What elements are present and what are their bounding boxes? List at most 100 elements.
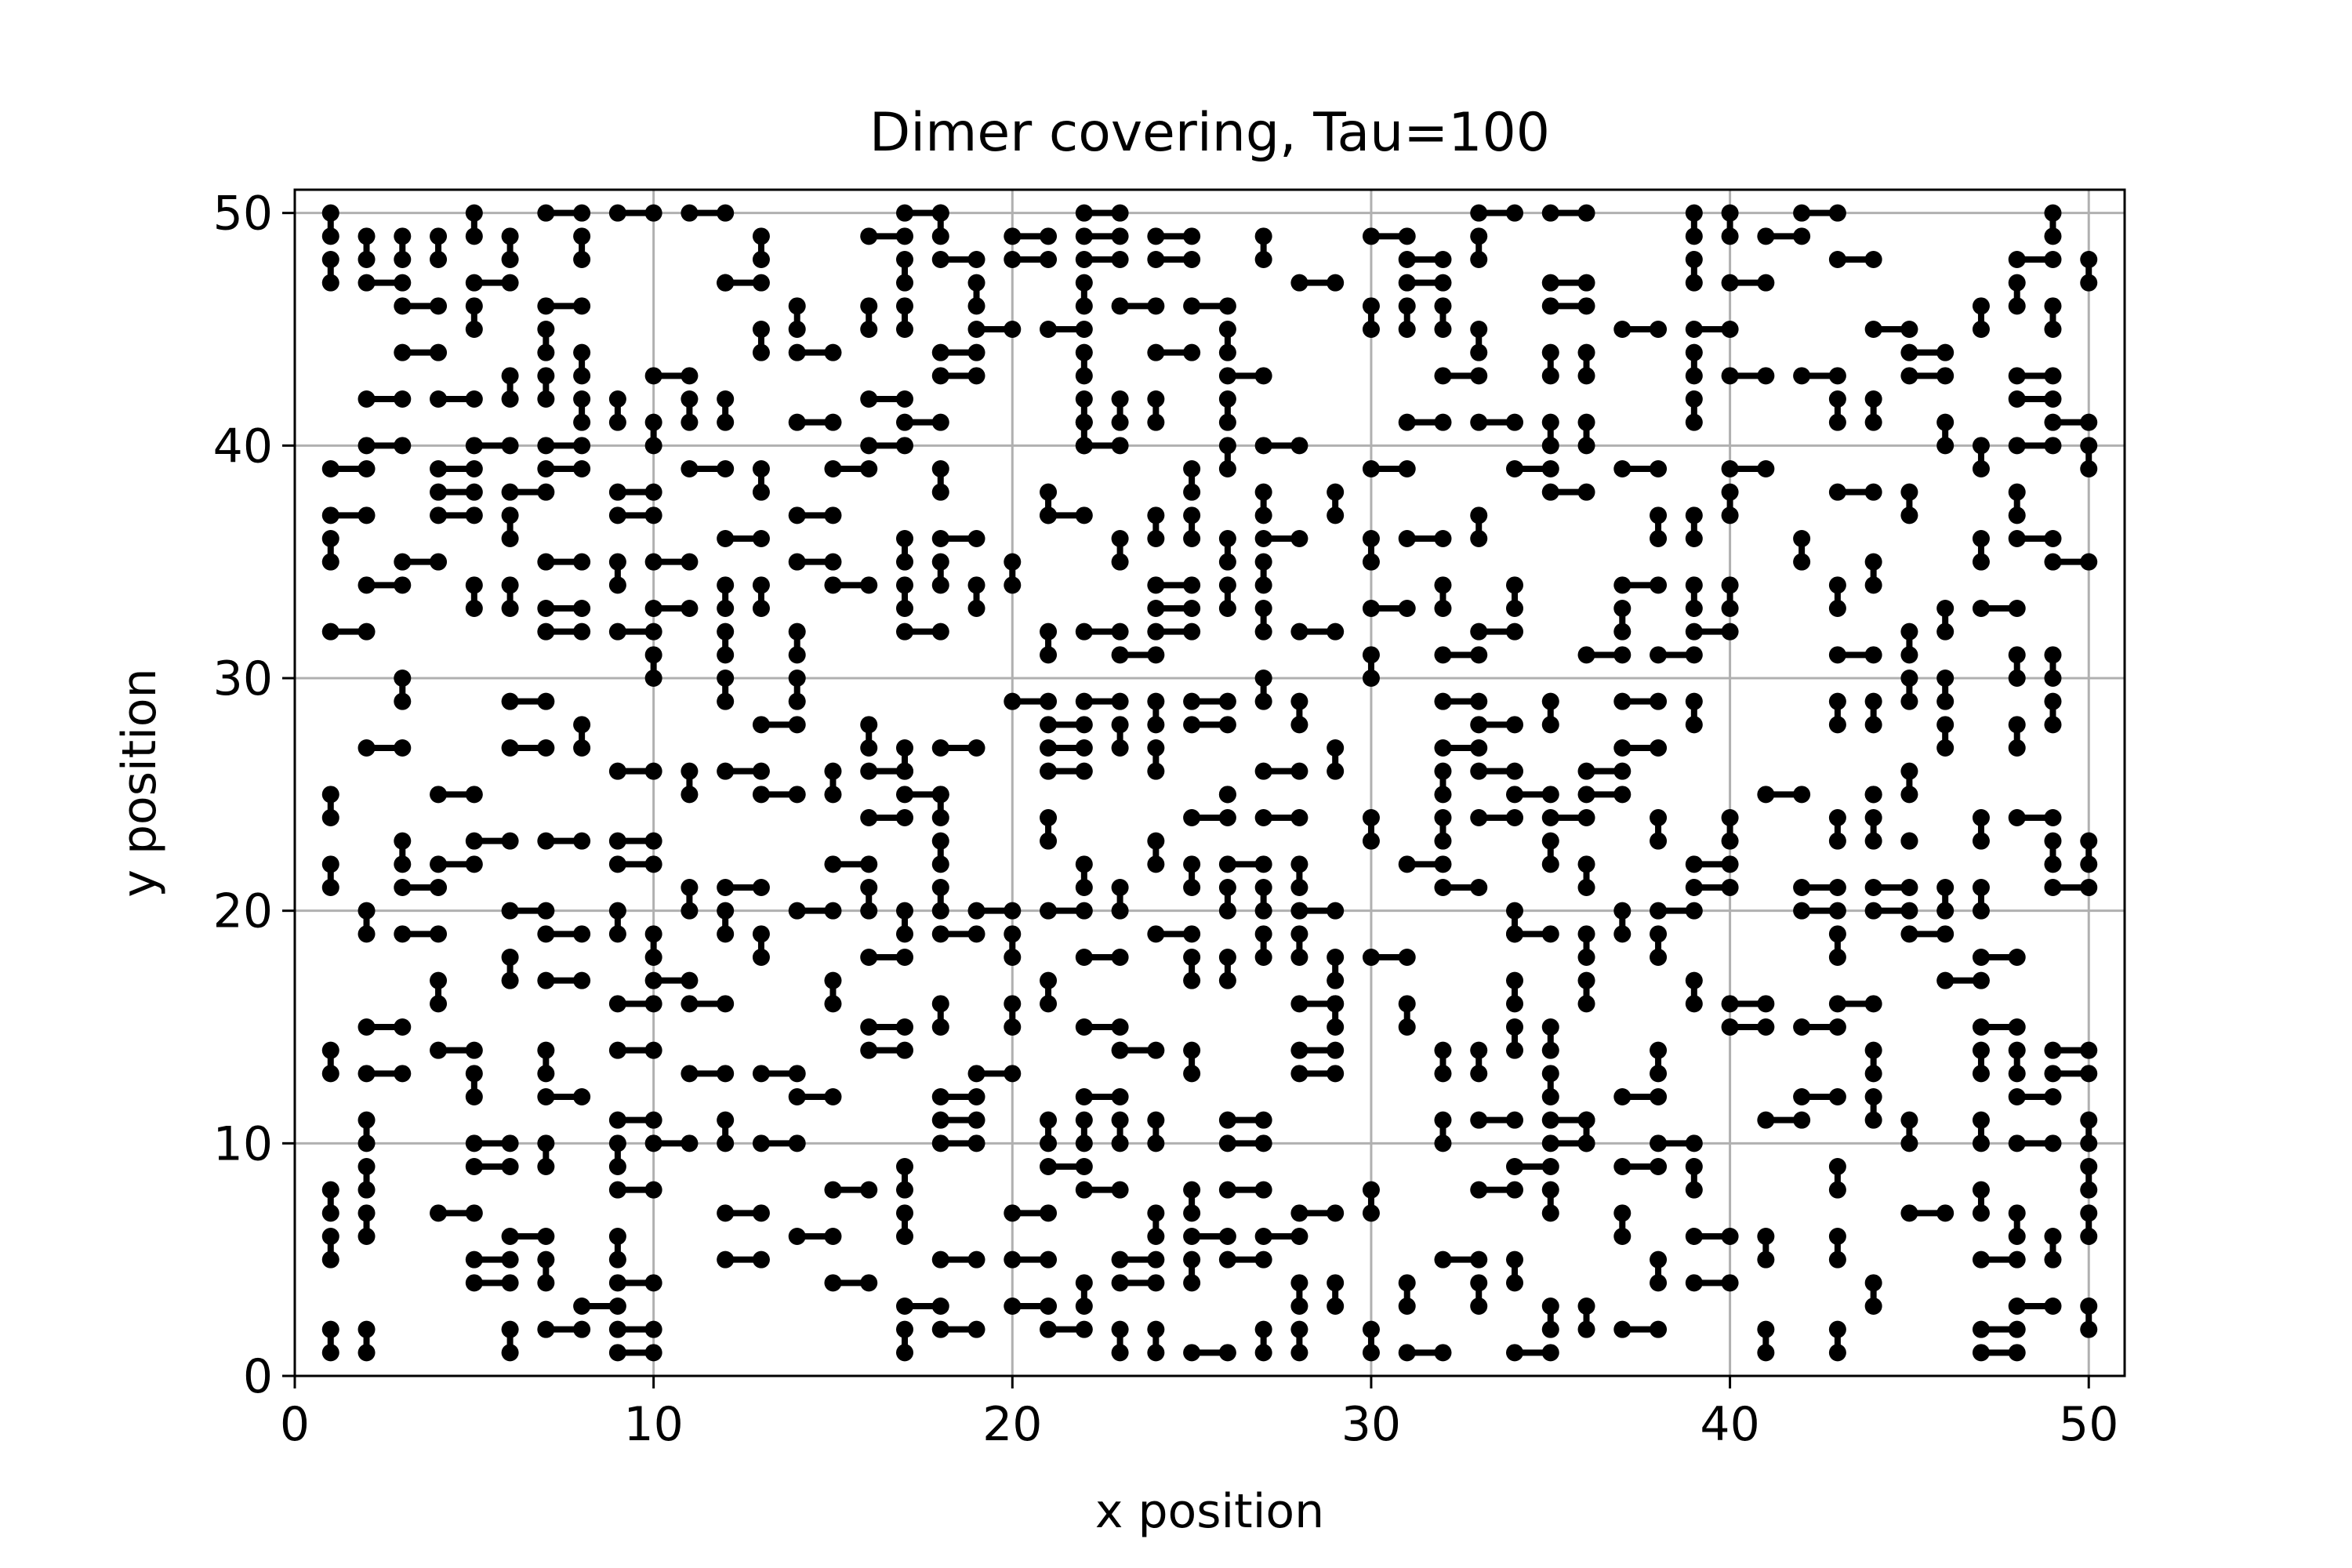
dimer-site-point [931,995,949,1013]
dimer-site-point [1398,227,1416,245]
dimer [1398,1344,1452,1362]
dimer-site-point [2008,437,2026,455]
dimer [1721,274,1775,292]
dimer-site-point [931,204,949,222]
dimer-site-point [1685,692,1703,710]
dimer-site-point [608,1134,626,1152]
dimer-site-point [501,251,519,268]
dimer-site-point [860,297,878,315]
dimer [1470,762,1523,780]
dimer [2008,251,2062,268]
dimer [1900,832,1918,850]
dimer [1434,1041,1452,1083]
dimer [1757,1111,1811,1129]
dimer-site-point [1183,483,1201,501]
dimer-site-point [573,622,591,641]
dimer-site-point [465,1041,483,1059]
dimer [1685,251,1703,292]
dimer-site-point [967,251,985,268]
dimer [931,832,949,873]
dimer-site-point [1183,971,1201,989]
dimer-site-point [1541,413,1559,431]
dimer [1075,949,1129,966]
dimer-site-point [1075,739,1093,757]
dimer-site-point [1327,622,1345,641]
dimer [931,343,985,361]
dimer-site-point [1900,902,1918,920]
dimer-site-point [644,670,662,687]
dimer-site-point [1111,1181,1129,1199]
dimer-site-point [1828,1158,1846,1175]
dimer-site-point [896,576,913,594]
dimer [1506,460,1559,477]
dimer-site-point [967,1088,985,1105]
dimer-site-point [896,390,913,408]
dimer-site-point [931,739,949,757]
dimer-site-point [2008,506,2026,524]
dimer-site-point [1147,925,1165,943]
dimer-site-point [1183,692,1201,710]
dimer-site-point [1685,995,1703,1013]
dimer-site-point [860,855,878,873]
dimer-site-point [1900,483,1918,501]
dimer [644,413,662,455]
dimer [1254,762,1308,780]
dimer [1290,902,1345,920]
dimer [1218,367,1272,385]
dimer-site-point [1721,995,1739,1013]
dimer-site-point [1721,506,1739,524]
dimer-site-point [1111,1041,1129,1059]
dimer [1290,1041,1345,1059]
dimer [358,1018,412,1036]
dimer-site-point [1218,949,1236,966]
dimer-site-point [1721,1018,1739,1036]
dimer-site-point [1900,879,1918,896]
dimer-site-point [1650,1088,1668,1105]
dimer-site-point [1721,367,1739,385]
dimer [644,925,662,966]
dimer-site-point [2008,1228,2026,1245]
dimer-site-point [1541,1134,1559,1152]
dimer-site-point [1040,692,1058,710]
dimer-site-point [465,437,483,455]
dimer [501,506,519,547]
dimer [717,1250,770,1269]
dimer-site-point [1183,506,1201,524]
dimer-site-point [644,1344,662,1362]
dimer-site-point [1434,762,1452,780]
dimer-site-point [394,879,412,896]
dimer-site-point [1254,1228,1272,1245]
dimer [967,576,985,617]
dimer-site-point [1972,1250,1990,1269]
dimer-site-point [1828,1018,1846,1036]
dimer-site-point [1650,1250,1668,1269]
dimer [1147,1204,1165,1245]
dimer-site-point [2008,1018,2026,1036]
dimer [1254,227,1272,268]
dimer-site-point [1972,1134,1990,1152]
dimer-site-point [1470,506,1488,524]
dimer-site-point [1972,949,1990,966]
dimer [788,1088,842,1105]
dimer-site-point [1290,530,1308,547]
dimer-site-point [1290,1041,1308,1059]
dimer [358,1320,376,1362]
dimer-site-point [537,1228,555,1245]
dimer-site-point [1434,832,1452,850]
dimer-site-point [608,390,626,408]
dimer-site-point [537,321,555,338]
dimer-site-point [1506,460,1523,477]
dimer-site-point [931,1250,949,1269]
dimer-site-point [824,343,842,361]
dimer [1613,902,1632,943]
dimer-site-point [1398,855,1416,873]
dimer [1290,925,1308,966]
dimer-site-point [2008,716,2026,734]
dimer-site-point [1793,1018,1811,1036]
dimer [1362,1320,1380,1362]
dimer-site-point [1218,1181,1236,1199]
dimer-site-point [1290,1320,1308,1338]
dimer-site-point [537,1274,555,1292]
dimer-site-point [1398,251,1416,268]
dimer [1577,925,1595,966]
